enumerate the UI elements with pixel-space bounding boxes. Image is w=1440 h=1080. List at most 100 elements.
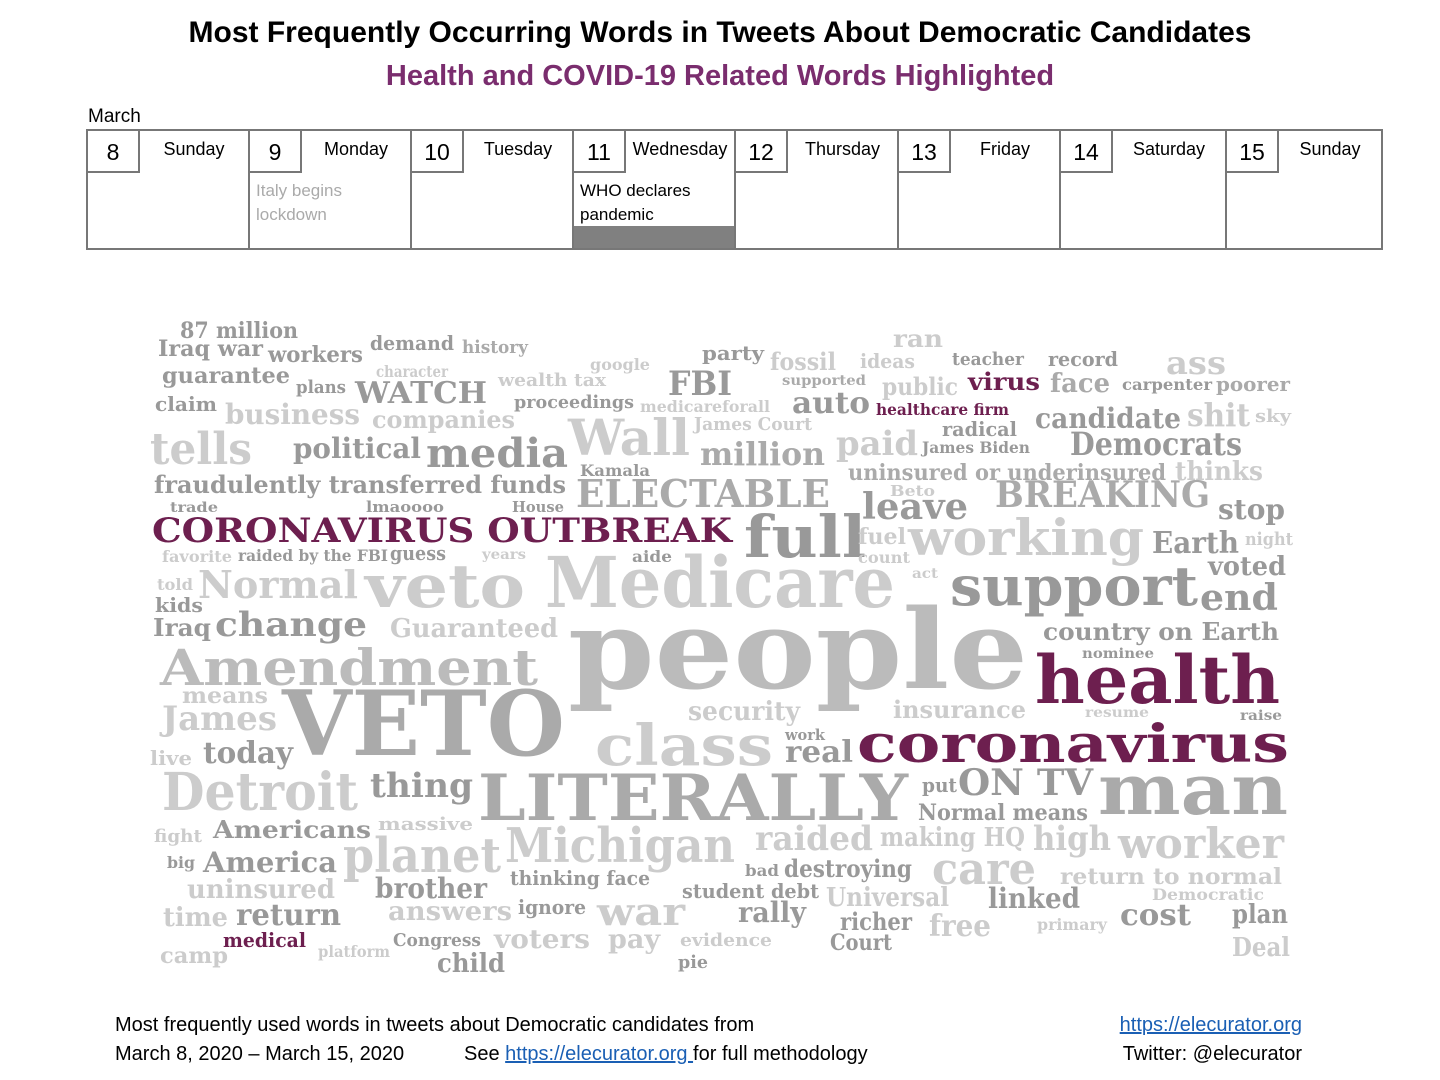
- cloud-word: James: [159, 699, 277, 739]
- day-event: Italy begins lockdown: [256, 181, 342, 224]
- cloud-word: workers: [267, 342, 363, 368]
- footer-dates: March 8, 2020 – March 15, 2020: [115, 1043, 405, 1065]
- cloud-word: Kamala: [580, 461, 650, 480]
- cloud-word: Normal: [198, 562, 358, 607]
- cloud-word: virus: [967, 367, 1040, 396]
- weekday: Saturday: [1132, 139, 1206, 159]
- day-number: 13: [899, 131, 951, 173]
- cloud-word: BREAKING: [995, 474, 1210, 516]
- cloud-word: change: [215, 605, 367, 645]
- cloud-word: media: [426, 430, 568, 477]
- day-event: WHO declares pandemic: [580, 181, 691, 224]
- cloud-word: companies: [372, 405, 515, 434]
- cloud-word: ran: [893, 324, 943, 353]
- cloud-word: demand: [370, 331, 454, 355]
- cloud-word: Americans: [212, 815, 371, 844]
- cloud-word: CORONAVIRUS OUTBREAK: [152, 511, 734, 551]
- cloud-word: VETO: [281, 671, 565, 777]
- cloud-word: million: [700, 435, 825, 473]
- cloud-word: party: [702, 341, 765, 365]
- cloud-word: Democrats: [1070, 425, 1242, 463]
- cloud-word: Congress: [393, 930, 481, 951]
- cloud-word: shit: [1187, 396, 1250, 434]
- cloud-word: working: [907, 508, 1144, 567]
- cloud-word: Medicare: [545, 541, 895, 624]
- cloud-word: James Biden: [920, 438, 1030, 457]
- cloud-word: resume: [1085, 705, 1149, 721]
- cloud-word: support: [950, 554, 1198, 618]
- cloud-word: ELECTABLE: [576, 471, 830, 516]
- cloud-word: Deal: [1232, 933, 1290, 963]
- cloud-word: raise: [1240, 708, 1282, 724]
- day-cell: 14 Saturday: [1059, 129, 1227, 250]
- cloud-word: worker: [1117, 819, 1285, 868]
- cloud-word: people: [568, 585, 1028, 714]
- day-number: 9: [250, 131, 302, 173]
- cloud-word: wealth tax: [497, 370, 606, 391]
- subtitle: Health and COVID-19 Related Words Highli…: [385, 60, 1055, 92]
- footer-note: Most frequently used words in tweets abo…: [115, 1014, 755, 1036]
- cloud-word: means: [182, 683, 268, 709]
- cloud-word: told: [157, 575, 193, 594]
- cloud-word: record: [1048, 347, 1118, 371]
- cloud-word: thinks: [1175, 457, 1263, 487]
- cloud-word: Universal: [826, 883, 949, 913]
- day-cell: 8 Sunday: [86, 129, 250, 250]
- cloud-word: Earth: [1152, 526, 1239, 561]
- cloud-word: pay: [608, 925, 661, 955]
- cloud-word: platform: [318, 942, 390, 961]
- cloud-word: lmaoooo: [366, 498, 444, 516]
- cloud-word: class: [595, 713, 773, 779]
- methodology-link[interactable]: https://elecurator.org: [505, 1043, 694, 1065]
- weekday: Sunday: [1299, 139, 1361, 159]
- cloud-word: man: [1098, 748, 1288, 831]
- weekday: Thursday: [804, 139, 881, 159]
- cloud-word: uninsured or underinsured: [848, 460, 1166, 486]
- site-link-wrap: https://elecurator.org: [1120, 1014, 1302, 1037]
- cloud-word: medical: [223, 928, 306, 952]
- cloud-word: end: [1200, 577, 1278, 619]
- cloud-word: political: [293, 432, 421, 465]
- cloud-word: time: [163, 903, 228, 933]
- cloud-word: act: [912, 566, 939, 582]
- cloud-word: rally: [738, 896, 807, 929]
- cloud-word: work: [784, 726, 826, 744]
- cloud-word: Iraq: [153, 613, 211, 642]
- site-link[interactable]: https://elecurator.org: [1119, 1014, 1302, 1036]
- cloud-word: fraudulently transferred funds: [154, 470, 566, 499]
- cloud-word: destroying: [784, 854, 912, 883]
- cloud-word: ass: [1166, 344, 1226, 382]
- month: March: [88, 106, 141, 127]
- cloud-word: candidate: [1035, 402, 1181, 435]
- day-number: 11: [574, 131, 626, 173]
- cloud-word: trade: [170, 500, 218, 516]
- cloud-word: count: [858, 548, 911, 567]
- cloud-word: auto: [792, 386, 870, 421]
- cloud-word: country on Earth: [1043, 617, 1279, 646]
- cloud-word: live: [150, 746, 192, 770]
- cloud-word: 87 million: [180, 318, 298, 344]
- cloud-word: return: [236, 898, 341, 933]
- cloud-word: Guaranteed: [390, 614, 558, 644]
- day-cell: 13 Friday: [897, 129, 1061, 250]
- cloud-word: fossil: [770, 347, 836, 376]
- cloud-word: raided by the FBI: [238, 546, 388, 565]
- weekday: Tuesday: [483, 139, 553, 159]
- cloud-word: ON TV: [958, 762, 1094, 804]
- weekday: Sunday: [163, 139, 225, 159]
- cloud-word: fight: [154, 826, 203, 847]
- cloud-word: guess: [390, 541, 446, 565]
- cloud-word: America: [202, 846, 337, 879]
- cloud-word: Michigan: [505, 818, 735, 874]
- highlight-bar: [574, 226, 734, 248]
- cloud-word: paid: [836, 424, 918, 464]
- cloud-word: tells: [150, 424, 252, 475]
- cloud-word: medicareforall: [640, 397, 770, 416]
- cloud-word: night: [1245, 529, 1294, 550]
- cloud-word: cost: [1120, 898, 1191, 933]
- cloud-word: plan: [1232, 900, 1288, 930]
- cloud-word: face: [1050, 369, 1110, 399]
- cloud-word: Beto: [890, 482, 935, 500]
- cloud-word: coronavirus: [857, 714, 1289, 775]
